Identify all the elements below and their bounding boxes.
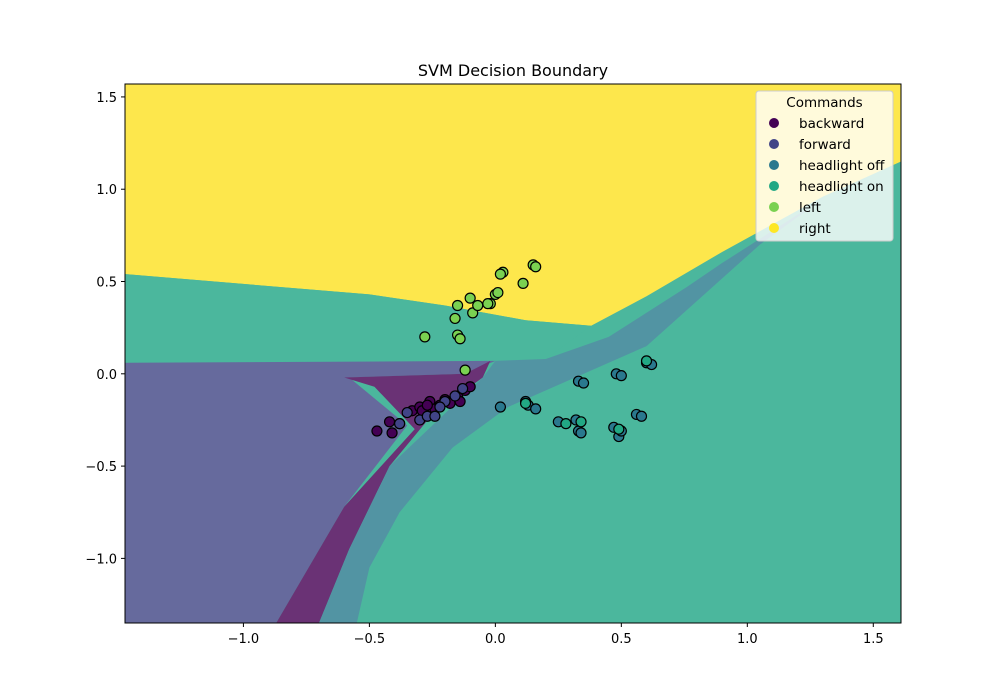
region-headlight-on <box>125 274 592 363</box>
point-headlight-on <box>575 416 587 428</box>
point-headlight-off <box>494 401 507 413</box>
legend-label-headlight-on: headlight on <box>799 179 884 195</box>
point-left <box>472 299 484 312</box>
legend-label-left: left <box>799 200 821 216</box>
point-left <box>459 364 471 376</box>
x-tick-label: 0.5 <box>611 632 632 647</box>
legend-marker-left <box>769 202 779 212</box>
y-tick-label: −0.5 <box>85 460 117 475</box>
chart-title: SVM Decision Boundary <box>418 61 608 80</box>
point-backward <box>371 425 383 437</box>
region-right <box>125 84 901 326</box>
legend: Commands backward forward headlight off head… <box>755 90 894 242</box>
point-headlight-on <box>519 397 532 409</box>
point-left <box>530 261 542 273</box>
point-left <box>482 298 494 310</box>
point-left <box>494 268 507 280</box>
point-backward <box>383 416 396 428</box>
point-headlight-on <box>640 355 653 367</box>
legend-title: Commands <box>786 95 862 111</box>
legend-marker-backward <box>769 118 779 128</box>
x-axis: −1.0 −0.5 0.0 0.5 1.0 1.5 <box>228 623 884 647</box>
point-forward <box>457 382 469 395</box>
y-tick-label: 0.0 <box>96 368 117 383</box>
point-left <box>492 286 504 299</box>
point-backward <box>421 399 433 411</box>
x-tick-label: 0.0 <box>485 632 506 647</box>
region-backward <box>276 360 491 623</box>
point-left <box>517 277 529 289</box>
point-forward <box>429 410 441 422</box>
point-left <box>451 299 464 312</box>
legend-marker-headlight-on <box>769 181 779 191</box>
legend-marker-forward <box>769 139 779 149</box>
y-tick-label: 1.5 <box>96 91 117 106</box>
point-left <box>419 331 431 343</box>
point-headlight-off <box>635 410 648 422</box>
x-tick-label: 1.5 <box>863 632 884 647</box>
y-tick-label: −1.0 <box>85 552 117 567</box>
legend-label-forward: forward <box>799 137 851 153</box>
y-tick-label: 1.0 <box>96 183 117 198</box>
y-tick-label: 0.5 <box>96 276 117 291</box>
point-headlight-off <box>577 377 590 389</box>
y-axis: −1.0 −0.5 0.0 0.5 1.0 1.5 <box>85 91 125 567</box>
point-left <box>449 312 461 325</box>
point-headlight-off <box>615 370 627 382</box>
x-tick-label: 1.0 <box>737 632 758 647</box>
point-headlight-on <box>560 418 572 430</box>
point-headlight-on <box>613 423 625 435</box>
point-left <box>454 333 466 345</box>
point-left <box>464 292 476 304</box>
legend-marker-right <box>769 223 779 233</box>
x-tick-label: −0.5 <box>354 632 386 647</box>
point-backward <box>386 427 398 439</box>
legend-label-backward: backward <box>799 116 864 132</box>
legend-label-right: right <box>799 221 831 237</box>
data-points <box>371 259 658 443</box>
legend-label-headlight-off: headlight off <box>799 158 885 174</box>
point-headlight-off <box>575 427 587 439</box>
plot-frame <box>124 83 902 624</box>
point-headlight-off <box>530 403 542 415</box>
point-forward <box>434 401 446 413</box>
x-tick-label: −1.0 <box>228 632 260 647</box>
point-forward <box>394 418 406 430</box>
legend-marker-headlight-off <box>769 160 779 170</box>
legend-box <box>755 90 894 242</box>
point-forward <box>449 390 461 402</box>
point-forward <box>401 406 413 419</box>
